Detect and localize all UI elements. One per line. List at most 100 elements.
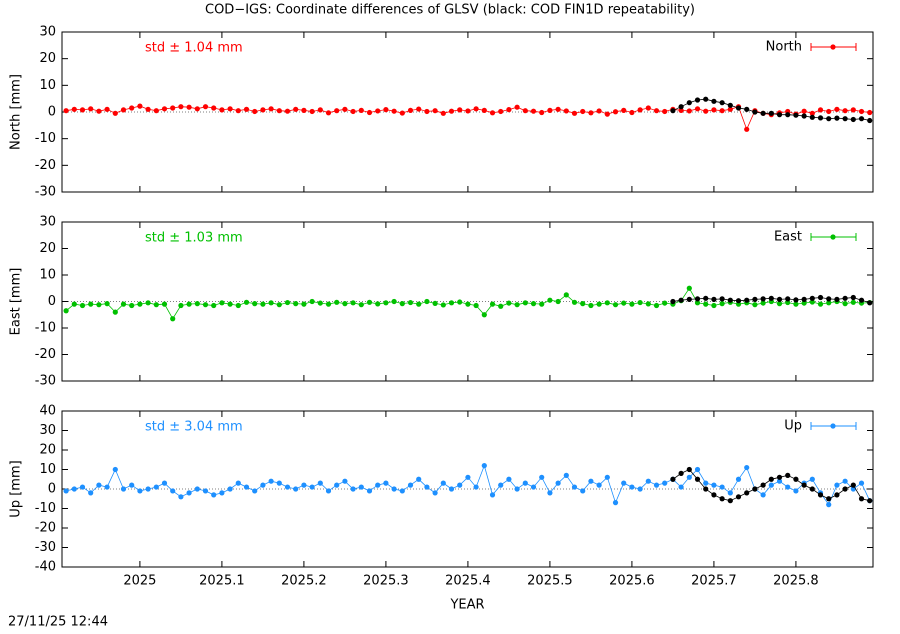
data-point <box>588 478 594 484</box>
data-point <box>686 100 692 106</box>
data-point <box>776 296 783 302</box>
data-point <box>645 478 651 484</box>
data-point <box>678 484 684 490</box>
data-point <box>293 486 299 492</box>
data-point <box>424 298 430 305</box>
data-point <box>473 484 479 490</box>
data-point <box>670 298 676 305</box>
data-point <box>793 112 799 118</box>
data-point <box>194 301 200 307</box>
data-point <box>670 108 676 114</box>
data-point <box>776 301 783 307</box>
data-point <box>399 110 405 116</box>
plot-area <box>63 463 873 508</box>
data-point <box>424 108 430 115</box>
data-point <box>96 108 102 114</box>
data-point <box>580 301 586 307</box>
data-point <box>334 299 340 305</box>
data-point <box>719 484 725 490</box>
data-point <box>465 474 471 480</box>
data-point <box>678 297 684 303</box>
data-point <box>358 484 364 490</box>
data-point <box>366 488 373 494</box>
y-tick-label: 0 <box>48 105 56 120</box>
data-point <box>63 308 69 314</box>
y-tick-label: 30 <box>39 25 56 40</box>
data-point <box>850 107 856 113</box>
data-point <box>801 482 807 488</box>
data-point <box>809 486 815 492</box>
data-point <box>293 106 299 112</box>
data-point <box>539 109 545 116</box>
data-point <box>317 300 323 306</box>
data-point <box>686 296 692 302</box>
legend-label: Up <box>784 419 802 434</box>
data-point <box>530 484 537 490</box>
data-point <box>793 297 799 303</box>
data-point <box>522 108 528 114</box>
y-tick-label: 0 <box>48 482 56 497</box>
data-point <box>785 296 791 302</box>
data-point <box>727 498 733 504</box>
data-point <box>826 108 832 115</box>
data-point <box>358 107 364 113</box>
y-tick-label: -10 <box>35 321 56 336</box>
data-point <box>670 476 676 482</box>
data-point <box>539 301 545 307</box>
data-point <box>145 300 151 306</box>
y-tick-label: -20 <box>35 347 56 362</box>
data-point <box>719 100 725 106</box>
data-point <box>530 301 537 307</box>
y-tick-label: -10 <box>35 501 56 516</box>
data-point <box>850 482 856 488</box>
data-point <box>309 108 315 115</box>
data-point <box>104 106 110 112</box>
data-point <box>809 114 815 120</box>
data-point <box>325 110 332 116</box>
data-point <box>432 300 438 306</box>
data-point <box>826 300 832 306</box>
data-point <box>334 482 340 488</box>
data-point <box>309 484 315 490</box>
y-tick-label: 20 <box>39 443 56 458</box>
data-point <box>96 302 102 308</box>
data-point <box>563 472 569 478</box>
y-tick-label: 0 <box>48 294 56 309</box>
y-axis-label: North [mm] <box>9 74 24 150</box>
data-point <box>391 108 397 114</box>
data-point <box>785 472 791 478</box>
data-point <box>694 296 701 302</box>
data-point <box>842 116 848 122</box>
data-point <box>252 108 258 115</box>
series-line <box>66 464 871 506</box>
data-point <box>612 302 619 308</box>
data-point <box>506 107 512 113</box>
data-point <box>170 488 176 494</box>
data-point <box>104 484 110 490</box>
data-point <box>260 301 266 307</box>
data-point <box>489 492 496 498</box>
data-point <box>826 502 832 508</box>
data-point <box>850 294 856 301</box>
data-point <box>481 107 487 113</box>
plot-frame <box>61 221 874 382</box>
data-point <box>219 300 225 306</box>
data-point <box>760 110 766 116</box>
data-point <box>186 490 192 496</box>
data-point <box>727 297 733 303</box>
data-point <box>776 478 783 484</box>
data-point <box>235 480 241 486</box>
data-point <box>752 302 758 308</box>
legend-marker <box>830 234 836 240</box>
data-point <box>662 480 668 486</box>
data-point <box>448 486 455 492</box>
data-point <box>760 296 766 302</box>
data-point <box>703 96 709 102</box>
data-point <box>211 492 217 498</box>
data-point <box>284 108 291 114</box>
data-point <box>63 488 69 494</box>
data-point <box>555 106 561 112</box>
data-point <box>375 301 381 307</box>
data-point <box>678 104 684 110</box>
